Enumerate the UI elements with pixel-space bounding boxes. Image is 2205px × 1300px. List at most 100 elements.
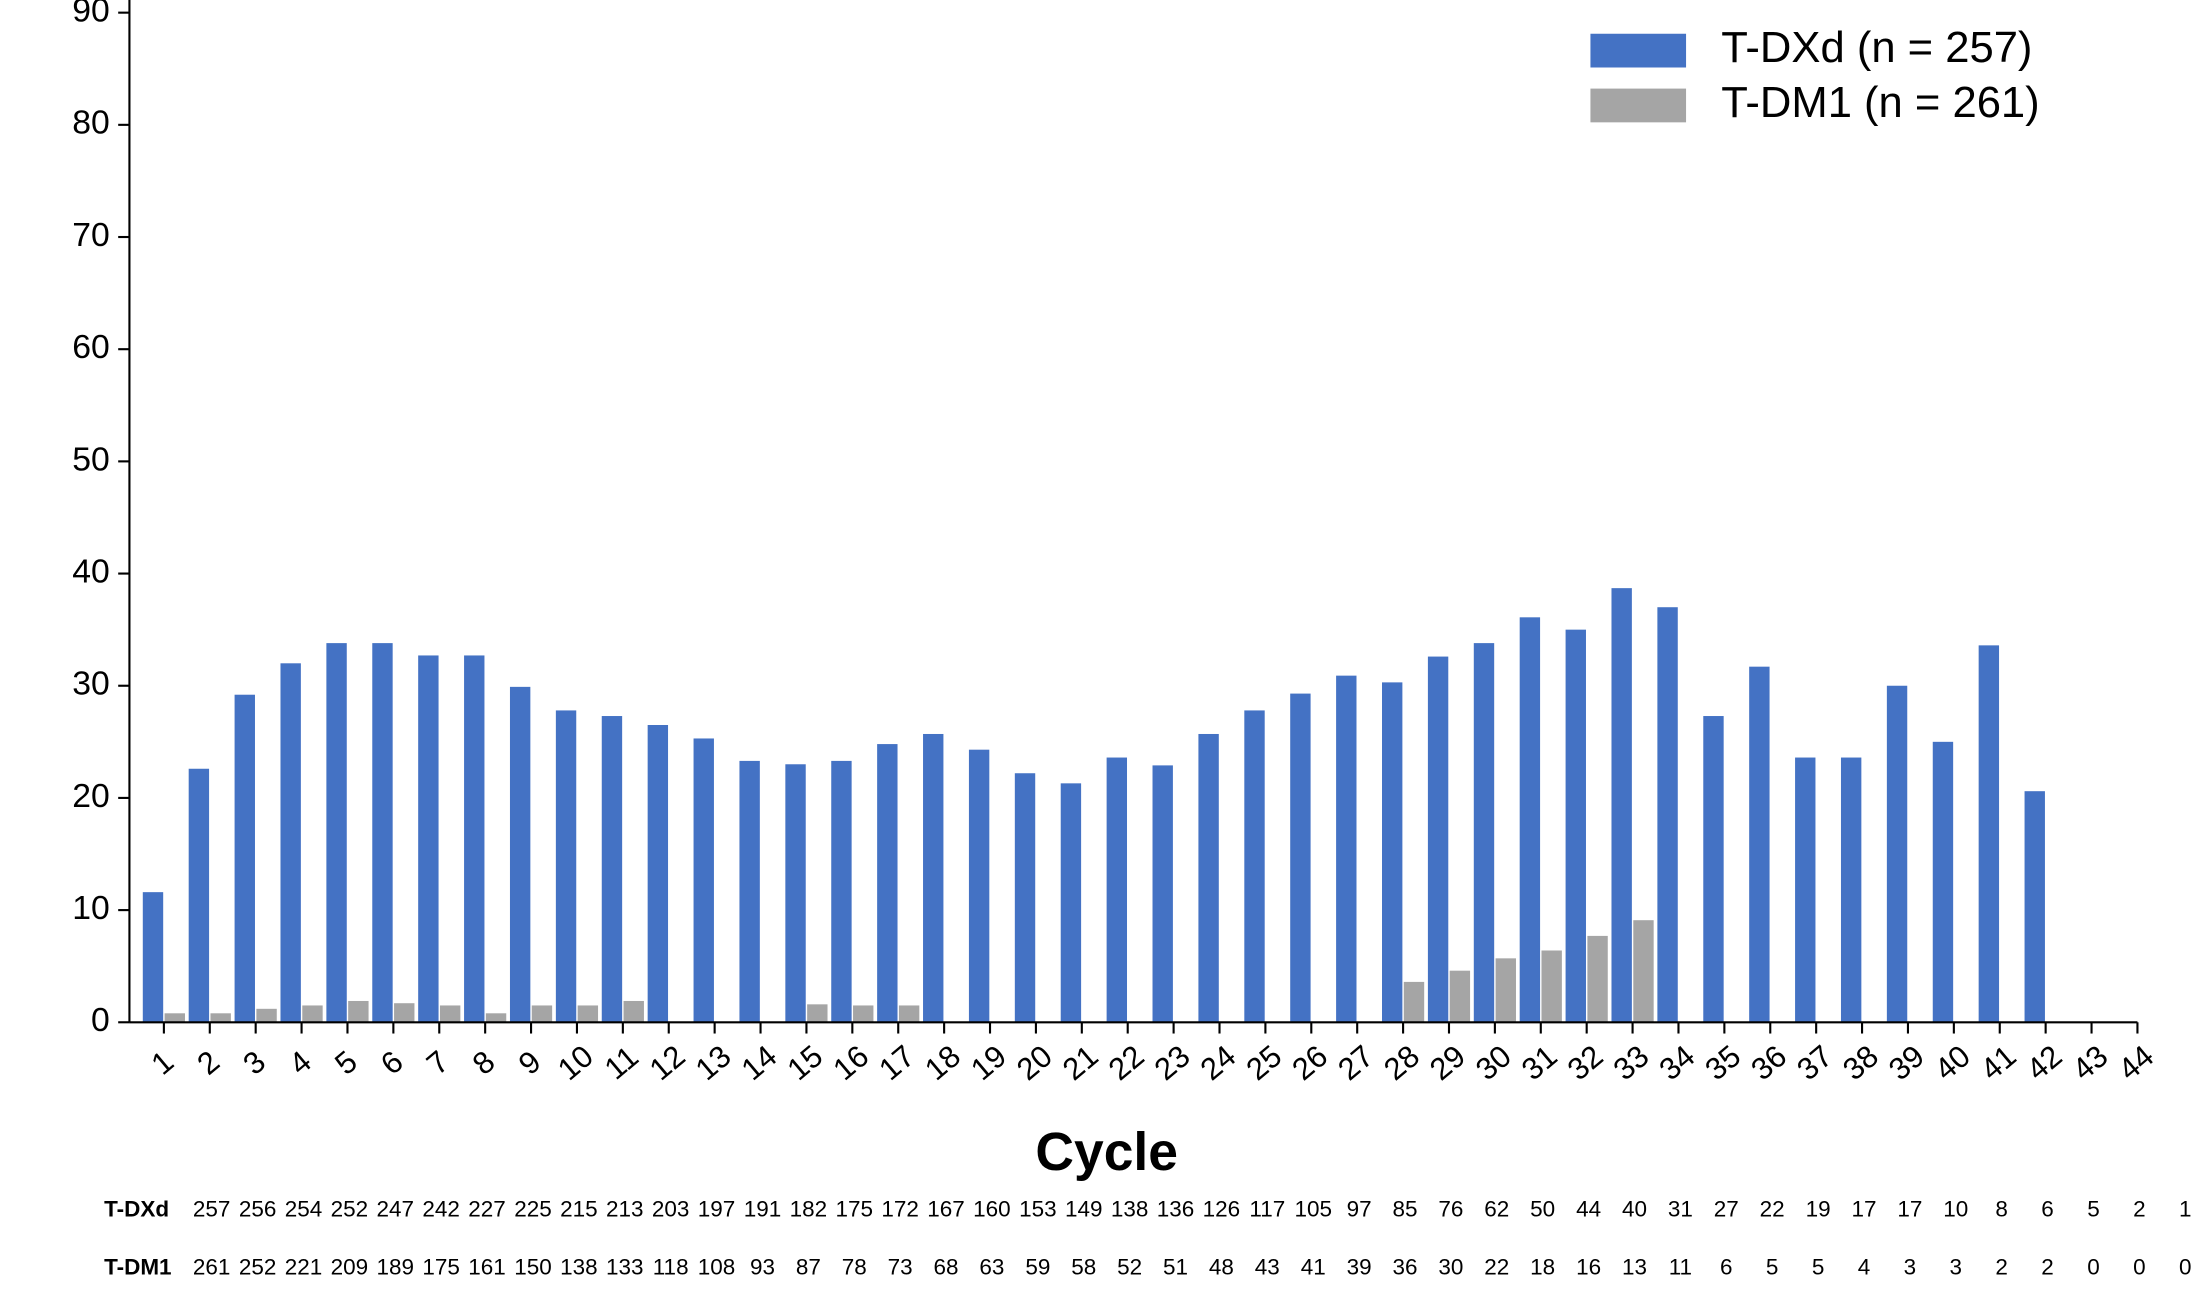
x-tick-label: 38 [1836, 1038, 1885, 1087]
bar [1244, 710, 1265, 1023]
risk-value: 197 [698, 1197, 736, 1222]
risk-value: 41 [1301, 1254, 1326, 1279]
risk-value: 85 [1392, 1197, 1417, 1222]
risk-value: 254 [285, 1197, 323, 1222]
x-tick-label: 36 [1744, 1038, 1793, 1087]
x-tick-label: 25 [1239, 1038, 1288, 1087]
risk-value: 19 [1806, 1197, 1831, 1222]
bar [1290, 693, 1311, 1023]
risk-row-label: T-DXd [104, 1197, 169, 1222]
bar [394, 1003, 415, 1023]
risk-value: 62 [1484, 1197, 1509, 1222]
risk-value: 153 [1019, 1197, 1057, 1222]
risk-value: 172 [881, 1197, 919, 1222]
risk-value: 133 [606, 1254, 644, 1279]
bar [1336, 675, 1357, 1023]
bar [1795, 757, 1816, 1023]
risk-value: 87 [796, 1254, 821, 1279]
x-tick-label: 9 [512, 1044, 548, 1082]
bar [647, 725, 669, 1023]
bar [623, 1000, 644, 1023]
risk-value: 8 [1995, 1197, 2008, 1222]
bar [1978, 645, 2000, 1023]
risk-value: 117 [1249, 1197, 1285, 1222]
risk-value: 242 [422, 1197, 460, 1222]
bar [807, 1004, 828, 1023]
risk-value: 167 [927, 1197, 965, 1222]
risk-value: 2 [2041, 1254, 2054, 1279]
x-tick-label: 29 [1423, 1038, 1472, 1087]
risk-value: 11 [1669, 1254, 1692, 1279]
bar [1840, 757, 1862, 1023]
risk-value: 213 [606, 1197, 644, 1222]
risk-value: 126 [1203, 1197, 1241, 1222]
risk-value: 3 [1904, 1254, 1917, 1279]
risk-value: 161 [468, 1254, 506, 1279]
y-tick-label: 50 [72, 440, 110, 478]
bar [1633, 920, 1654, 1023]
bar [1703, 716, 1724, 1023]
risk-value: 191 [744, 1197, 782, 1222]
x-tick-label: 33 [1607, 1038, 1656, 1087]
x-tick-label: 43 [2066, 1038, 2115, 1087]
legend-label: T-DXd (n = 257) [1721, 24, 2032, 72]
x-tick-label: 6 [374, 1044, 410, 1082]
y-tick-label: 70 [72, 216, 110, 254]
x-tick-label: 20 [1010, 1038, 1059, 1087]
bar [739, 760, 760, 1023]
risk-value: 36 [1392, 1254, 1417, 1279]
bar [531, 1005, 553, 1023]
bar [464, 655, 485, 1023]
bar [831, 760, 852, 1023]
risk-value: 225 [514, 1197, 552, 1222]
risk-value: 44 [1576, 1197, 1601, 1222]
risk-value: 221 [285, 1254, 323, 1279]
risk-value: 105 [1294, 1197, 1332, 1222]
x-tick-label: 18 [918, 1038, 967, 1087]
x-tick-label: 1 [145, 1044, 181, 1082]
bar [1106, 757, 1128, 1023]
bar [164, 1013, 185, 1023]
x-tick-label: 40 [1928, 1038, 1977, 1087]
x-tick-label: 28 [1377, 1038, 1426, 1087]
risk-value: 175 [422, 1254, 460, 1279]
x-tick-label: 16 [826, 1038, 875, 1087]
legend-swatch [1590, 33, 1687, 68]
risk-value: 43 [1255, 1254, 1280, 1279]
bar [1541, 950, 1562, 1023]
x-tick-label: 15 [781, 1038, 830, 1087]
risk-value: 0 [2133, 1254, 2146, 1279]
bar [439, 1005, 461, 1023]
risk-value: 22 [1760, 1197, 1785, 1222]
bar [1932, 741, 1954, 1023]
risk-value: 138 [560, 1254, 598, 1279]
bar [1519, 617, 1541, 1023]
risk-value: 97 [1347, 1197, 1372, 1222]
risk-value: 215 [560, 1197, 598, 1222]
bar [326, 643, 347, 1023]
bar [923, 733, 944, 1023]
bar [485, 1013, 507, 1023]
bar [1449, 970, 1471, 1023]
risk-value: 30 [1438, 1254, 1463, 1279]
risk-value: 13 [1622, 1254, 1647, 1279]
bar [188, 768, 210, 1023]
risk-value: 182 [790, 1197, 828, 1222]
risk-value: 160 [973, 1197, 1011, 1222]
risk-value: 31 [1668, 1197, 1693, 1222]
risk-value: 2 [2133, 1197, 2146, 1222]
x-tick-label: 37 [1790, 1038, 1839, 1087]
x-tick-label: 27 [1331, 1038, 1380, 1087]
bar [555, 710, 577, 1023]
bar [2024, 791, 2045, 1023]
x-tick-label: 31 [1515, 1038, 1564, 1087]
risk-value: 17 [1897, 1197, 1922, 1222]
risk-value: 17 [1851, 1197, 1876, 1222]
legend-swatch [1590, 88, 1687, 123]
bar [1060, 783, 1082, 1023]
risk-value: 150 [514, 1254, 552, 1279]
risk-value: 40 [1622, 1197, 1647, 1222]
risk-value: 136 [1157, 1197, 1195, 1222]
risk-value: 58 [1071, 1254, 1096, 1279]
